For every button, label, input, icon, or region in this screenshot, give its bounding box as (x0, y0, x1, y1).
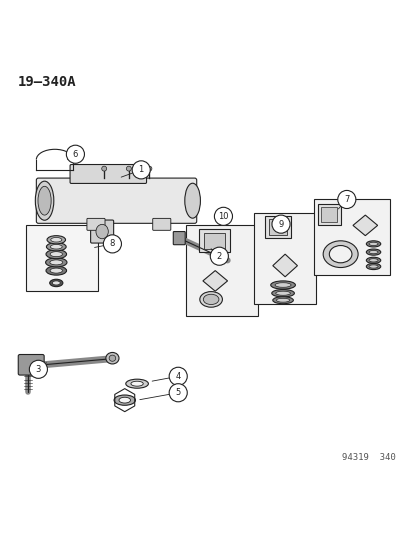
Ellipse shape (38, 187, 51, 215)
Circle shape (102, 166, 107, 171)
FancyBboxPatch shape (70, 165, 146, 183)
Text: 3: 3 (36, 365, 41, 374)
Ellipse shape (45, 258, 67, 267)
Ellipse shape (50, 268, 62, 273)
Ellipse shape (368, 259, 377, 262)
FancyBboxPatch shape (152, 219, 171, 230)
Ellipse shape (96, 224, 108, 239)
Ellipse shape (366, 249, 380, 255)
Ellipse shape (126, 379, 148, 388)
Circle shape (147, 166, 152, 171)
Ellipse shape (368, 251, 377, 254)
Ellipse shape (270, 281, 295, 289)
Bar (186, 225, 258, 316)
Text: 4: 4 (175, 372, 180, 381)
Ellipse shape (50, 279, 63, 287)
Polygon shape (272, 254, 297, 277)
Ellipse shape (109, 355, 115, 361)
Ellipse shape (329, 246, 351, 263)
FancyBboxPatch shape (87, 219, 105, 230)
Text: 6: 6 (73, 150, 78, 159)
Ellipse shape (274, 282, 290, 287)
Ellipse shape (368, 242, 377, 246)
Ellipse shape (52, 281, 60, 285)
Ellipse shape (35, 181, 54, 220)
Ellipse shape (46, 266, 66, 275)
Ellipse shape (272, 297, 293, 304)
Text: 94319  340: 94319 340 (342, 453, 395, 462)
Ellipse shape (366, 241, 380, 247)
Text: 9: 9 (278, 220, 283, 229)
Circle shape (271, 215, 290, 233)
Circle shape (169, 367, 187, 385)
Text: 1: 1 (138, 165, 143, 174)
Bar (203, 233, 225, 249)
Polygon shape (202, 271, 227, 291)
Circle shape (103, 235, 121, 253)
Circle shape (132, 161, 150, 179)
Text: 10: 10 (218, 212, 228, 221)
Circle shape (29, 360, 47, 378)
Bar (26, 225, 98, 291)
Bar (320, 207, 336, 222)
Circle shape (337, 190, 355, 208)
Ellipse shape (50, 252, 62, 257)
FancyBboxPatch shape (90, 220, 114, 243)
Ellipse shape (199, 292, 222, 307)
Ellipse shape (275, 291, 290, 295)
Ellipse shape (271, 289, 294, 297)
Bar (268, 219, 287, 235)
Ellipse shape (368, 265, 377, 268)
Ellipse shape (131, 381, 143, 386)
FancyBboxPatch shape (36, 178, 196, 223)
Ellipse shape (114, 395, 135, 405)
Bar (198, 230, 229, 252)
FancyBboxPatch shape (173, 231, 185, 245)
Ellipse shape (50, 245, 62, 249)
Ellipse shape (46, 249, 66, 259)
Ellipse shape (106, 352, 119, 364)
Polygon shape (352, 215, 377, 236)
Circle shape (126, 166, 131, 171)
Circle shape (169, 384, 187, 402)
Bar (254, 213, 315, 303)
FancyBboxPatch shape (18, 354, 44, 375)
Ellipse shape (276, 298, 289, 302)
Circle shape (214, 207, 232, 225)
Text: 2: 2 (216, 252, 221, 261)
Ellipse shape (366, 263, 380, 270)
Ellipse shape (203, 294, 218, 304)
Bar (313, 199, 389, 274)
Bar (317, 204, 340, 225)
Text: 7: 7 (343, 195, 349, 204)
Text: 19—340A: 19—340A (18, 75, 76, 90)
Circle shape (66, 145, 84, 163)
Ellipse shape (46, 243, 66, 251)
Text: 5: 5 (175, 388, 180, 397)
Ellipse shape (50, 260, 62, 265)
Bar (264, 216, 291, 238)
Ellipse shape (366, 257, 380, 263)
Ellipse shape (184, 183, 200, 218)
Ellipse shape (47, 236, 65, 244)
Circle shape (210, 247, 228, 265)
Ellipse shape (51, 238, 62, 242)
Ellipse shape (119, 397, 130, 403)
Ellipse shape (323, 241, 357, 268)
Text: 8: 8 (109, 239, 115, 248)
